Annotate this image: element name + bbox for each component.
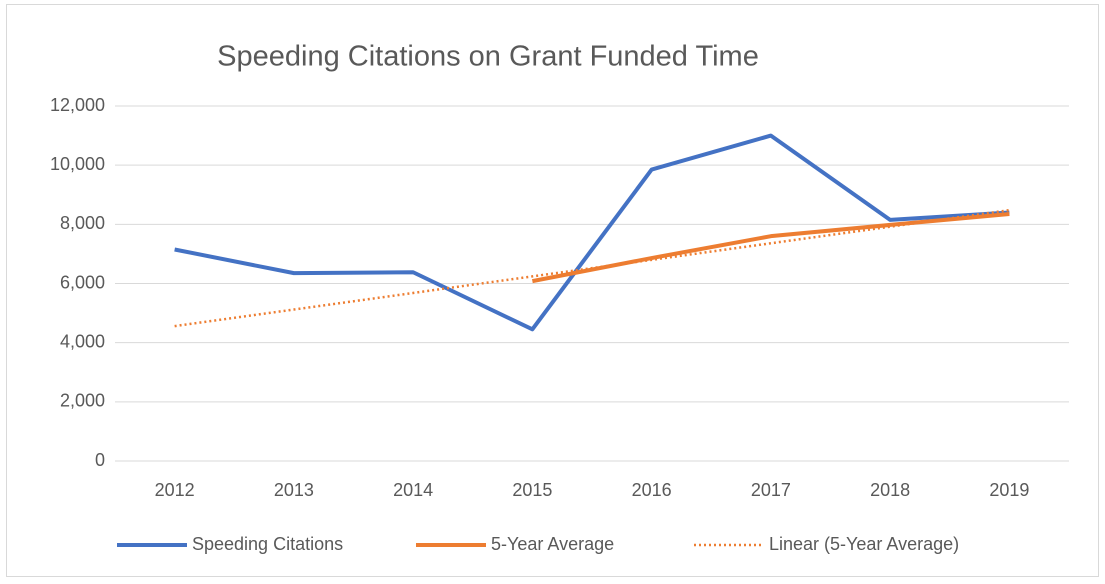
x-tick-label: 2012 [155, 480, 195, 500]
y-tick-label: 2,000 [60, 391, 105, 411]
legend-label: 5-Year Average [491, 534, 614, 554]
x-tick-label: 2013 [274, 480, 314, 500]
legend-label: Linear (5-Year Average) [769, 534, 959, 554]
x-tick-label: 2018 [870, 480, 910, 500]
y-tick-label: 10,000 [50, 154, 105, 174]
x-tick-label: 2019 [989, 480, 1029, 500]
y-tick-label: 12,000 [50, 95, 105, 115]
y-tick-label: 0 [95, 450, 105, 470]
series-line [174, 208, 1010, 328]
legend-label: Speeding Citations [192, 534, 343, 554]
series-line [174, 133, 1010, 332]
y-tick-label: 8,000 [60, 213, 105, 233]
chart-border [6, 4, 1099, 577]
chart-title: Speeding Citations on Grant Funded Time [217, 41, 759, 73]
x-tick-label: 2017 [751, 480, 791, 500]
y-tick-label: 4,000 [60, 331, 105, 351]
x-tick-label: 2015 [512, 480, 552, 500]
x-tick-label: 2014 [393, 480, 433, 500]
y-tick-label: 6,000 [60, 272, 105, 292]
x-tick-label: 2016 [632, 480, 672, 500]
